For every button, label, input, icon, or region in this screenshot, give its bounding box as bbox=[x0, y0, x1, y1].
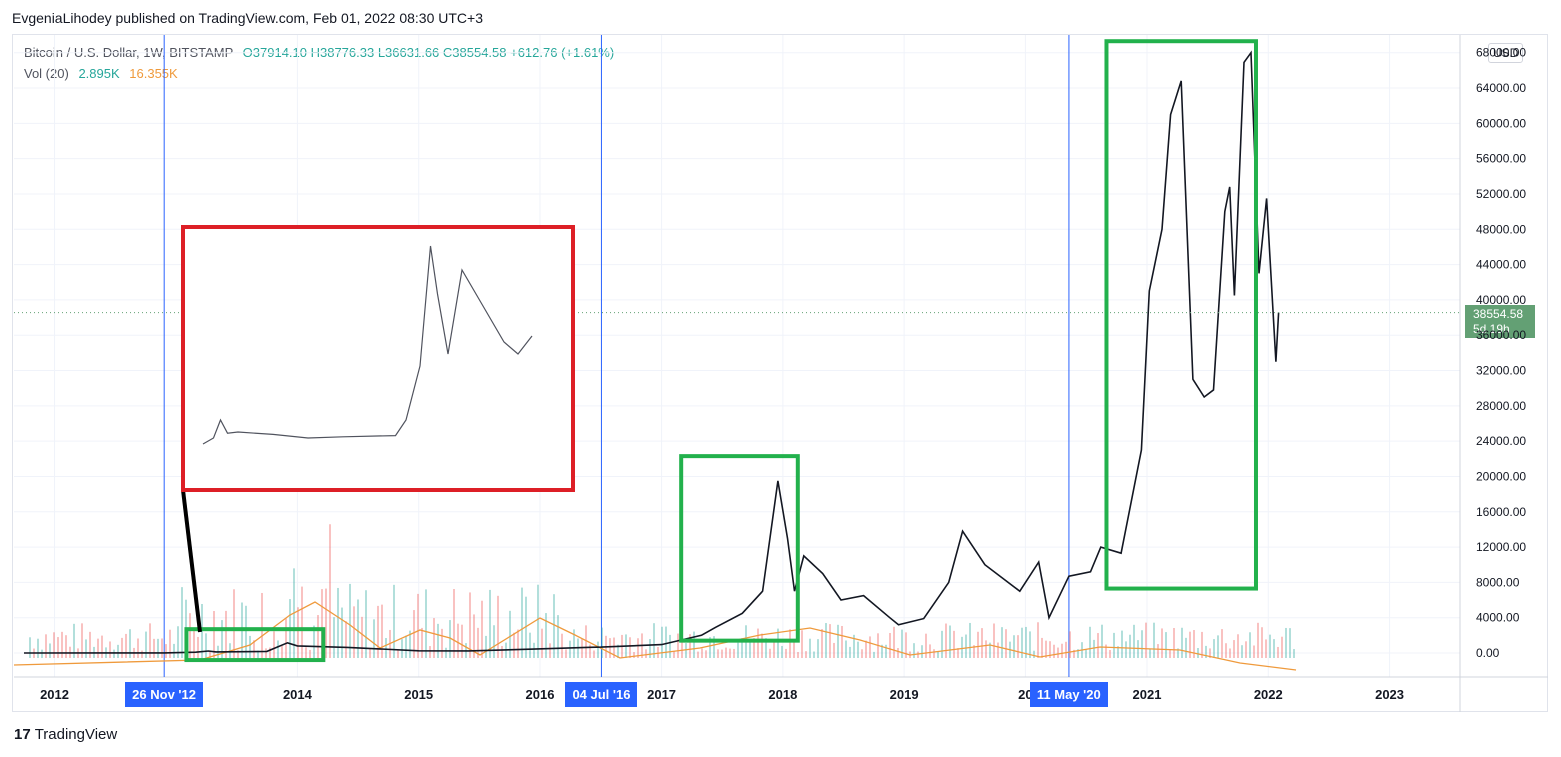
x-tick-label: 2018 bbox=[768, 687, 797, 702]
last-price-value: 38554.58 bbox=[1473, 307, 1524, 321]
x-tick-label: 2017 bbox=[647, 687, 676, 702]
x-tick-label: 2023 bbox=[1375, 687, 1404, 702]
volume-label: Vol (20) bbox=[24, 66, 69, 81]
y-tick-label: 36000.00 bbox=[1476, 328, 1526, 342]
y-tick-label: 48000.00 bbox=[1476, 222, 1526, 236]
y-tick-label: 40000.00 bbox=[1476, 293, 1526, 307]
volume-value: 2.895K bbox=[78, 66, 120, 81]
y-tick-label: 28000.00 bbox=[1476, 399, 1526, 413]
x-tick-label: 2012 bbox=[40, 687, 69, 702]
y-tick-label: 4000.00 bbox=[1476, 611, 1520, 625]
y-tick-label: 24000.00 bbox=[1476, 434, 1526, 448]
y-tick-label: 44000.00 bbox=[1476, 258, 1526, 272]
tradingview-logo-icon: 17 bbox=[14, 726, 31, 743]
y-tick-label: 32000.00 bbox=[1476, 364, 1526, 378]
y-tick-label: 20000.00 bbox=[1476, 469, 1526, 483]
x-tick-label: 2014 bbox=[283, 687, 313, 702]
y-tick-label: 8000.00 bbox=[1476, 575, 1520, 589]
bar-countdown: 5d 19h bbox=[1473, 322, 1510, 336]
volume-legend[interactable]: Vol (20) 2.895K 16.355K bbox=[24, 66, 178, 81]
y-tick-label: 52000.00 bbox=[1476, 187, 1526, 201]
date-marker-tag: 26 Nov '12 bbox=[125, 682, 203, 707]
chart-frame bbox=[12, 34, 1548, 712]
date-marker-tag: 04 Jul '16 bbox=[565, 682, 638, 707]
y-tick-label: 68000.00 bbox=[1476, 46, 1526, 60]
price-line bbox=[23, 50, 1280, 654]
highlight-box-green bbox=[184, 627, 326, 663]
x-tick-label: 2022 bbox=[1254, 687, 1283, 702]
x-tick-label: 2021 bbox=[1133, 687, 1162, 702]
inset-zoom-box bbox=[181, 225, 575, 492]
y-tick-label: 12000.00 bbox=[1476, 540, 1526, 554]
highlight-box-green bbox=[1104, 39, 1258, 591]
y-tick-label: 56000.00 bbox=[1476, 152, 1526, 166]
x-tick-label: 2019 bbox=[890, 687, 919, 702]
volume-ma-value: 16.355K bbox=[129, 66, 178, 81]
tradingview-brand: TradingView bbox=[34, 726, 118, 743]
publisher-line: EvgeniaLihodey published on TradingView.… bbox=[12, 10, 484, 26]
x-tick-label: 20 bbox=[1018, 687, 1032, 702]
y-tick-label: 64000.00 bbox=[1476, 81, 1526, 95]
inset-price-line bbox=[202, 245, 533, 445]
y-tick-label: 0.00 bbox=[1476, 646, 1500, 660]
y-tick-label: 60000.00 bbox=[1476, 116, 1526, 130]
x-tick-label: 2015 bbox=[404, 687, 433, 702]
tradingview-logo[interactable]: 17 TradingView bbox=[14, 726, 117, 743]
currency-button[interactable]: USD bbox=[1488, 43, 1524, 63]
y-tick-label: 16000.00 bbox=[1476, 505, 1526, 519]
x-tick-label: 2016 bbox=[526, 687, 555, 702]
date-marker-tag: 11 May '20 bbox=[1029, 682, 1108, 707]
highlight-box-green bbox=[679, 454, 800, 643]
last-price-tag: 38554.58 5d 19h bbox=[1465, 305, 1535, 338]
inset-connector-line bbox=[181, 489, 202, 633]
